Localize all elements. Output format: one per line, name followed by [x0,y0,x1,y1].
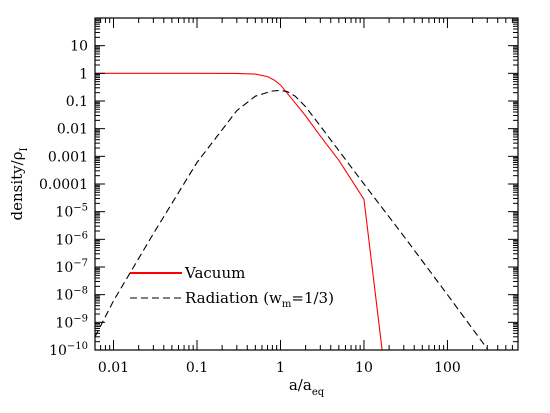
legend: Vacuum Radiation (wm=1/3) [130,264,334,310]
y-tick-label: 10−7 [55,258,88,276]
x-tick-label: 0.01 [98,360,129,376]
y-tick-label: 10−8 [55,286,88,304]
legend-label-radiation: Radiation (wm=1/3) [185,289,334,310]
ticks-layer [94,17,519,351]
y-tick-label: 10−6 [55,230,88,248]
series-layer [94,72,488,351]
y-tick-label: 10−9 [55,313,88,331]
y-tick-label: 0.1 [66,94,88,110]
y-axis-label: density/ρI [8,147,30,220]
x-axis-label: a/aeq [289,376,325,398]
legend-label-vacuum: Vacuum [184,264,245,282]
y-tick-label: 1 [79,66,88,82]
tick-labels-layer: 0.01 0.1 1 10 100 10 1 0.1 0.01 0.001 0.0001 10−5 10… [39,39,461,376]
x-tick-label: 1 [276,360,285,376]
x-tick-label: 100 [434,360,461,376]
x-tick-label: 0.1 [186,360,208,376]
series-line-radiation [94,89,488,350]
y-tick-label: 0.001 [48,149,88,165]
x-tick-label: 10 [355,360,373,376]
y-tick-label: 10−5 [55,203,88,221]
axis-titles: a/aeq density/ρI [8,147,325,398]
y-tick-label: 0.01 [57,122,88,138]
series-line-vacuum [95,72,383,351]
y-tick-label: 0.0001 [39,177,88,193]
y-tick-label: 10−10 [49,341,88,359]
y-tick-label: 10 [70,39,88,55]
